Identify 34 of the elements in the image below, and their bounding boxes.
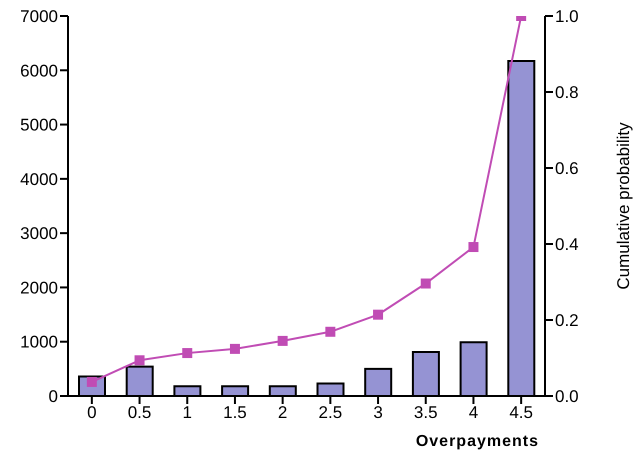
point [230, 344, 240, 354]
y2-tick-label: 0.4 [555, 235, 579, 254]
y-tick-label: 5000 [20, 116, 58, 135]
y-tick-label: 7000 [20, 7, 58, 26]
x-tick-label: 2 [278, 403, 288, 422]
y2-tick-label: 0.8 [555, 83, 579, 102]
x-tick-label: 1.5 [223, 403, 247, 422]
y2-tick-label: 0.2 [555, 311, 579, 330]
y-tick-label: 3000 [20, 224, 58, 244]
y-tick-label: 4000 [20, 170, 58, 189]
y-tick-label: 6000 [20, 61, 58, 80]
x-tick-label: 0 [87, 403, 97, 422]
x-tick-label: 2.5 [318, 403, 342, 422]
x-tick-label: 3 [373, 403, 383, 422]
y-tick-label: 2000 [20, 278, 58, 298]
x-tick-label: 0.5 [128, 403, 152, 422]
x-tick-label: 1 [182, 403, 192, 422]
x-tick-label: 3.5 [414, 403, 438, 422]
x-tick-label: 4 [468, 403, 478, 422]
y2-tick-label: 1.0 [555, 7, 579, 26]
y2-tick-label: 0.0 [555, 387, 579, 406]
point [468, 242, 478, 252]
y2-axis-title: Cumulative probability [614, 122, 634, 290]
point [325, 326, 336, 337]
point [420, 278, 431, 289]
x-tick-label: 4.5 [509, 403, 533, 422]
point [373, 310, 384, 320]
y2-tick-label: 0.6 [555, 159, 579, 178]
point [182, 348, 192, 358]
point [278, 336, 288, 346]
y-tick-label: 1000 [20, 332, 58, 352]
point [134, 355, 145, 366]
y-tick-label: 0 [48, 387, 58, 406]
x-axis-title: Overpayments [416, 433, 539, 450]
